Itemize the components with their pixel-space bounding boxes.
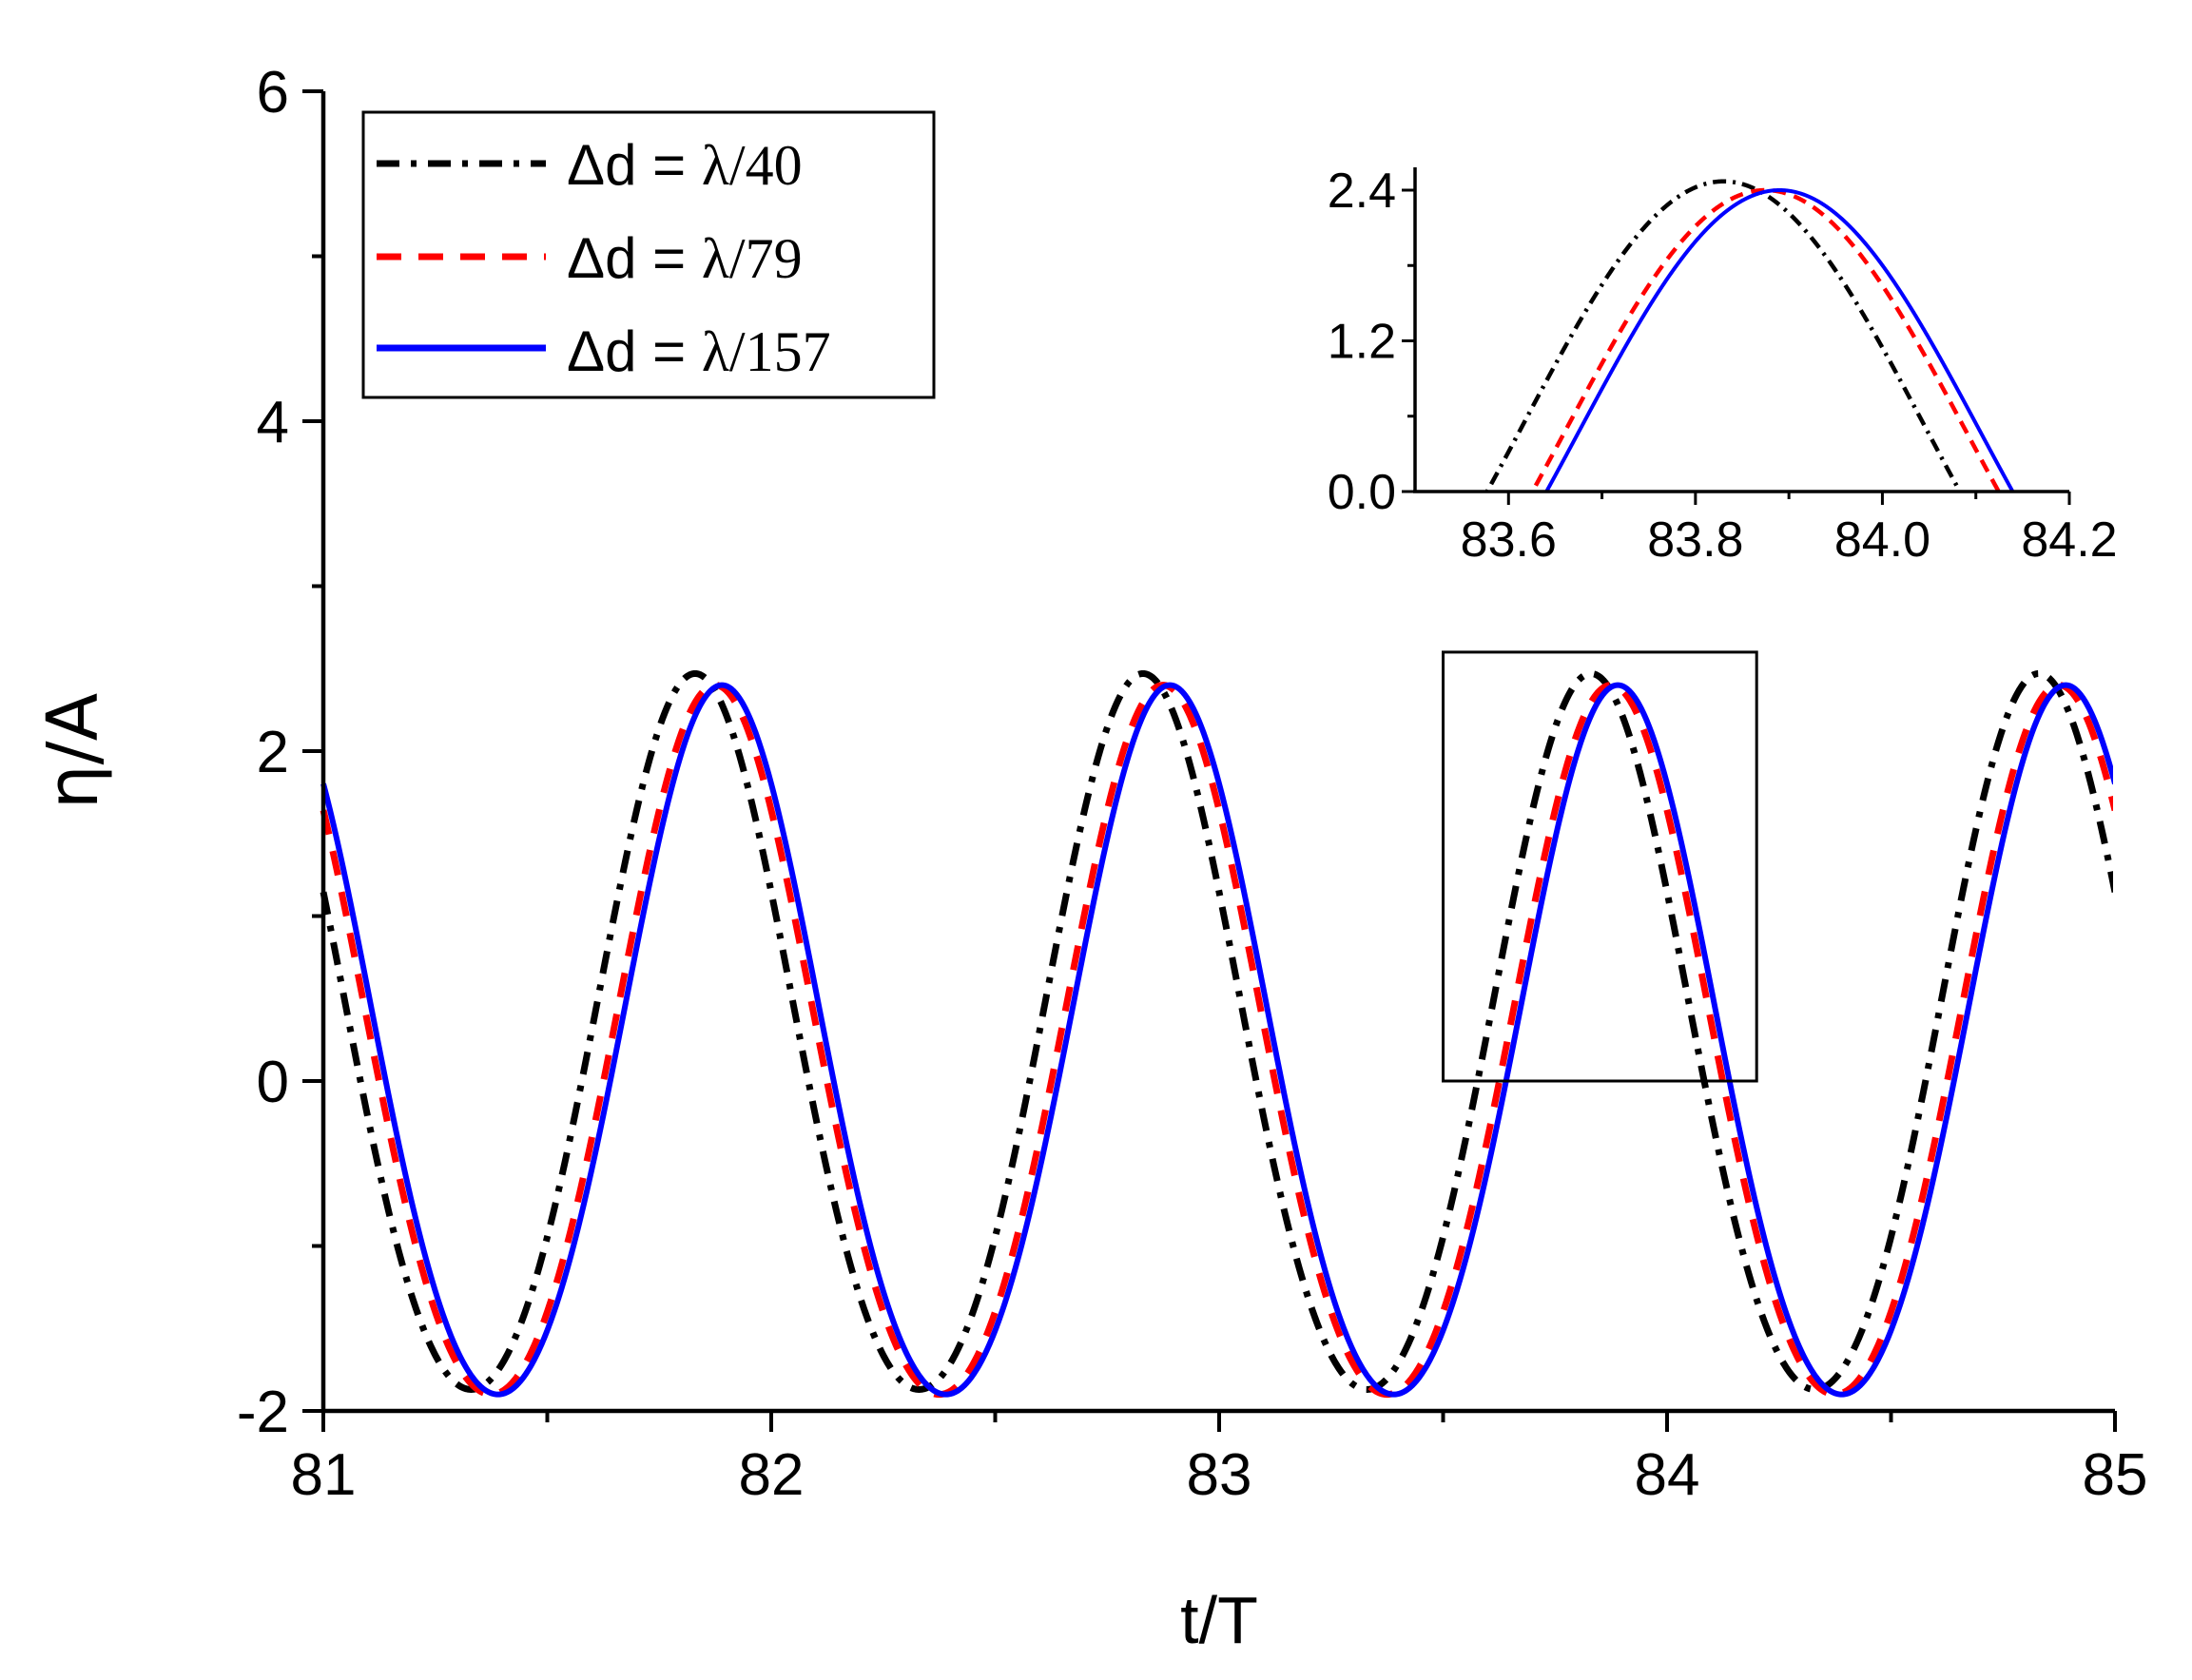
inset-x-tick-label: 84.0: [1834, 512, 1930, 568]
y-tick-label: 4: [257, 390, 289, 455]
inset-series-line-2: [1530, 187, 2001, 491]
inset-x-tick-label: 83.8: [1647, 512, 1743, 568]
legend-label-3: Δd = λ/157: [567, 319, 831, 383]
main-series: [320, 669, 2113, 1399]
inset-plot: 83.6 83.8 84.0 84.2 0.0 1.2 2.4: [1328, 133, 2118, 568]
x-ticks: 81 82 83 84 85: [291, 1411, 2148, 1508]
inset-series-line-1: [1484, 179, 1962, 491]
series-line-1: [320, 669, 2113, 1393]
x-axis-title: t/T: [1180, 1583, 1258, 1657]
inset-x-tick-label: 83.6: [1461, 512, 1557, 568]
zoom-region-rect: [1442, 650, 1758, 1083]
x-tick-label: 82: [739, 1442, 805, 1508]
inset-y-tick-label: 2.4: [1328, 164, 1396, 219]
inset-series: [1484, 179, 2015, 491]
y-tick-label: 2: [257, 720, 289, 785]
inset-x-ticks: 83.6 83.8 84.0 84.2: [1461, 492, 2118, 568]
inset-y-ticks: 0.0 1.2 2.4: [1328, 164, 1415, 520]
inset-series-line-3: [1544, 188, 2015, 491]
x-tick-label: 85: [2083, 1442, 2148, 1508]
x-tick-label: 84: [1635, 1442, 1700, 1508]
inset-y-tick-label: 0.0: [1328, 465, 1396, 520]
y-tick-label: 0: [257, 1050, 289, 1115]
inset-background: [1413, 133, 2069, 491]
y-ticks: -2 0 2 4 6: [237, 60, 323, 1445]
legend-label-2: Δd = λ/79: [567, 226, 803, 290]
y-tick-label: -2: [237, 1380, 289, 1445]
legend-label-1: Δd = λ/40: [567, 133, 803, 197]
inset-y-tick-label: 1.2: [1328, 315, 1396, 370]
series-line-3: [320, 682, 2113, 1398]
series-line-2: [320, 682, 2113, 1399]
legend: Δd = λ/40 Δd = λ/79 Δd = λ/157: [361, 110, 936, 399]
inset-x-tick-label: 84.2: [2021, 512, 2117, 568]
x-tick-label: 81: [291, 1442, 357, 1508]
x-tick-label: 83: [1187, 1442, 1252, 1508]
y-axis-title: η/A: [32, 692, 114, 809]
y-tick-label: 6: [257, 60, 289, 126]
